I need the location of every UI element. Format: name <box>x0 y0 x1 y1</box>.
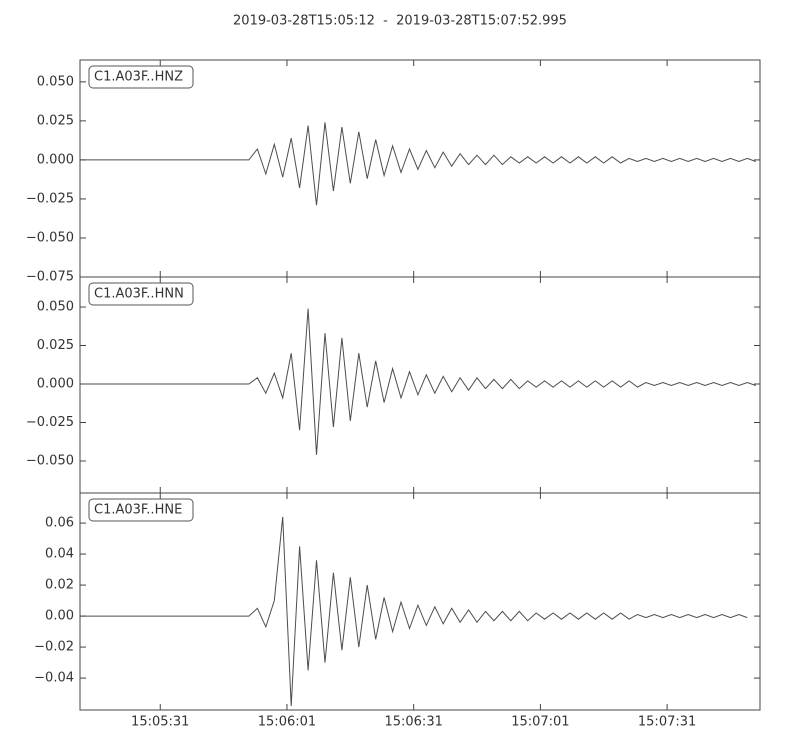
y-tick-label: 0.02 <box>45 578 74 593</box>
y-tick-label: −0.050 <box>26 453 74 468</box>
trace-label: C1.A03F..HNZ <box>94 70 183 85</box>
y-tick-label: 0.025 <box>37 338 74 353</box>
y-tick-label: −0.02 <box>34 640 74 655</box>
y-tick-label: −0.025 <box>26 191 74 206</box>
y-tick-label: −0.050 <box>26 230 74 245</box>
trace-label: C1.A03F..HNE <box>94 503 182 518</box>
x-tick-label: 15:07:31 <box>638 715 696 730</box>
trace-label-box <box>88 282 194 306</box>
x-tick-label: 15:06:31 <box>384 715 442 730</box>
x-tick-label: 15:07:01 <box>511 715 569 730</box>
trace-label-box <box>88 65 194 89</box>
y-tick-label: −0.025 <box>26 415 74 430</box>
y-tick-label: 0.000 <box>37 152 74 167</box>
y-tick-label: −0.04 <box>34 671 74 686</box>
x-tick-label: 15:05:31 <box>131 715 189 730</box>
figure-title: 2019-03-28T15:05:12 - 2019-03-28T15:07:5… <box>233 14 567 29</box>
y-tick-label: 0.050 <box>37 300 74 315</box>
y-tick-label: 0.04 <box>45 547 74 562</box>
trace-label: C1.A03F..HNN <box>94 287 184 302</box>
panel-frame <box>79 276 761 494</box>
x-tick-label: 15:06:01 <box>258 715 316 730</box>
y-tick-label: 0.000 <box>37 376 74 391</box>
trace-line <box>80 516 748 707</box>
y-tick-label: 0.06 <box>45 516 74 531</box>
trace-label-box <box>88 498 194 522</box>
trace-line <box>80 122 756 206</box>
y-tick-label: 0.00 <box>45 609 74 624</box>
y-tick-label: 0.025 <box>37 113 74 128</box>
y-tick-label: 0.050 <box>37 74 74 89</box>
y-tick-label: −0.075 <box>26 270 74 285</box>
trace-line <box>80 308 756 455</box>
panel-frame <box>79 59 761 278</box>
panel-frame <box>79 492 761 711</box>
